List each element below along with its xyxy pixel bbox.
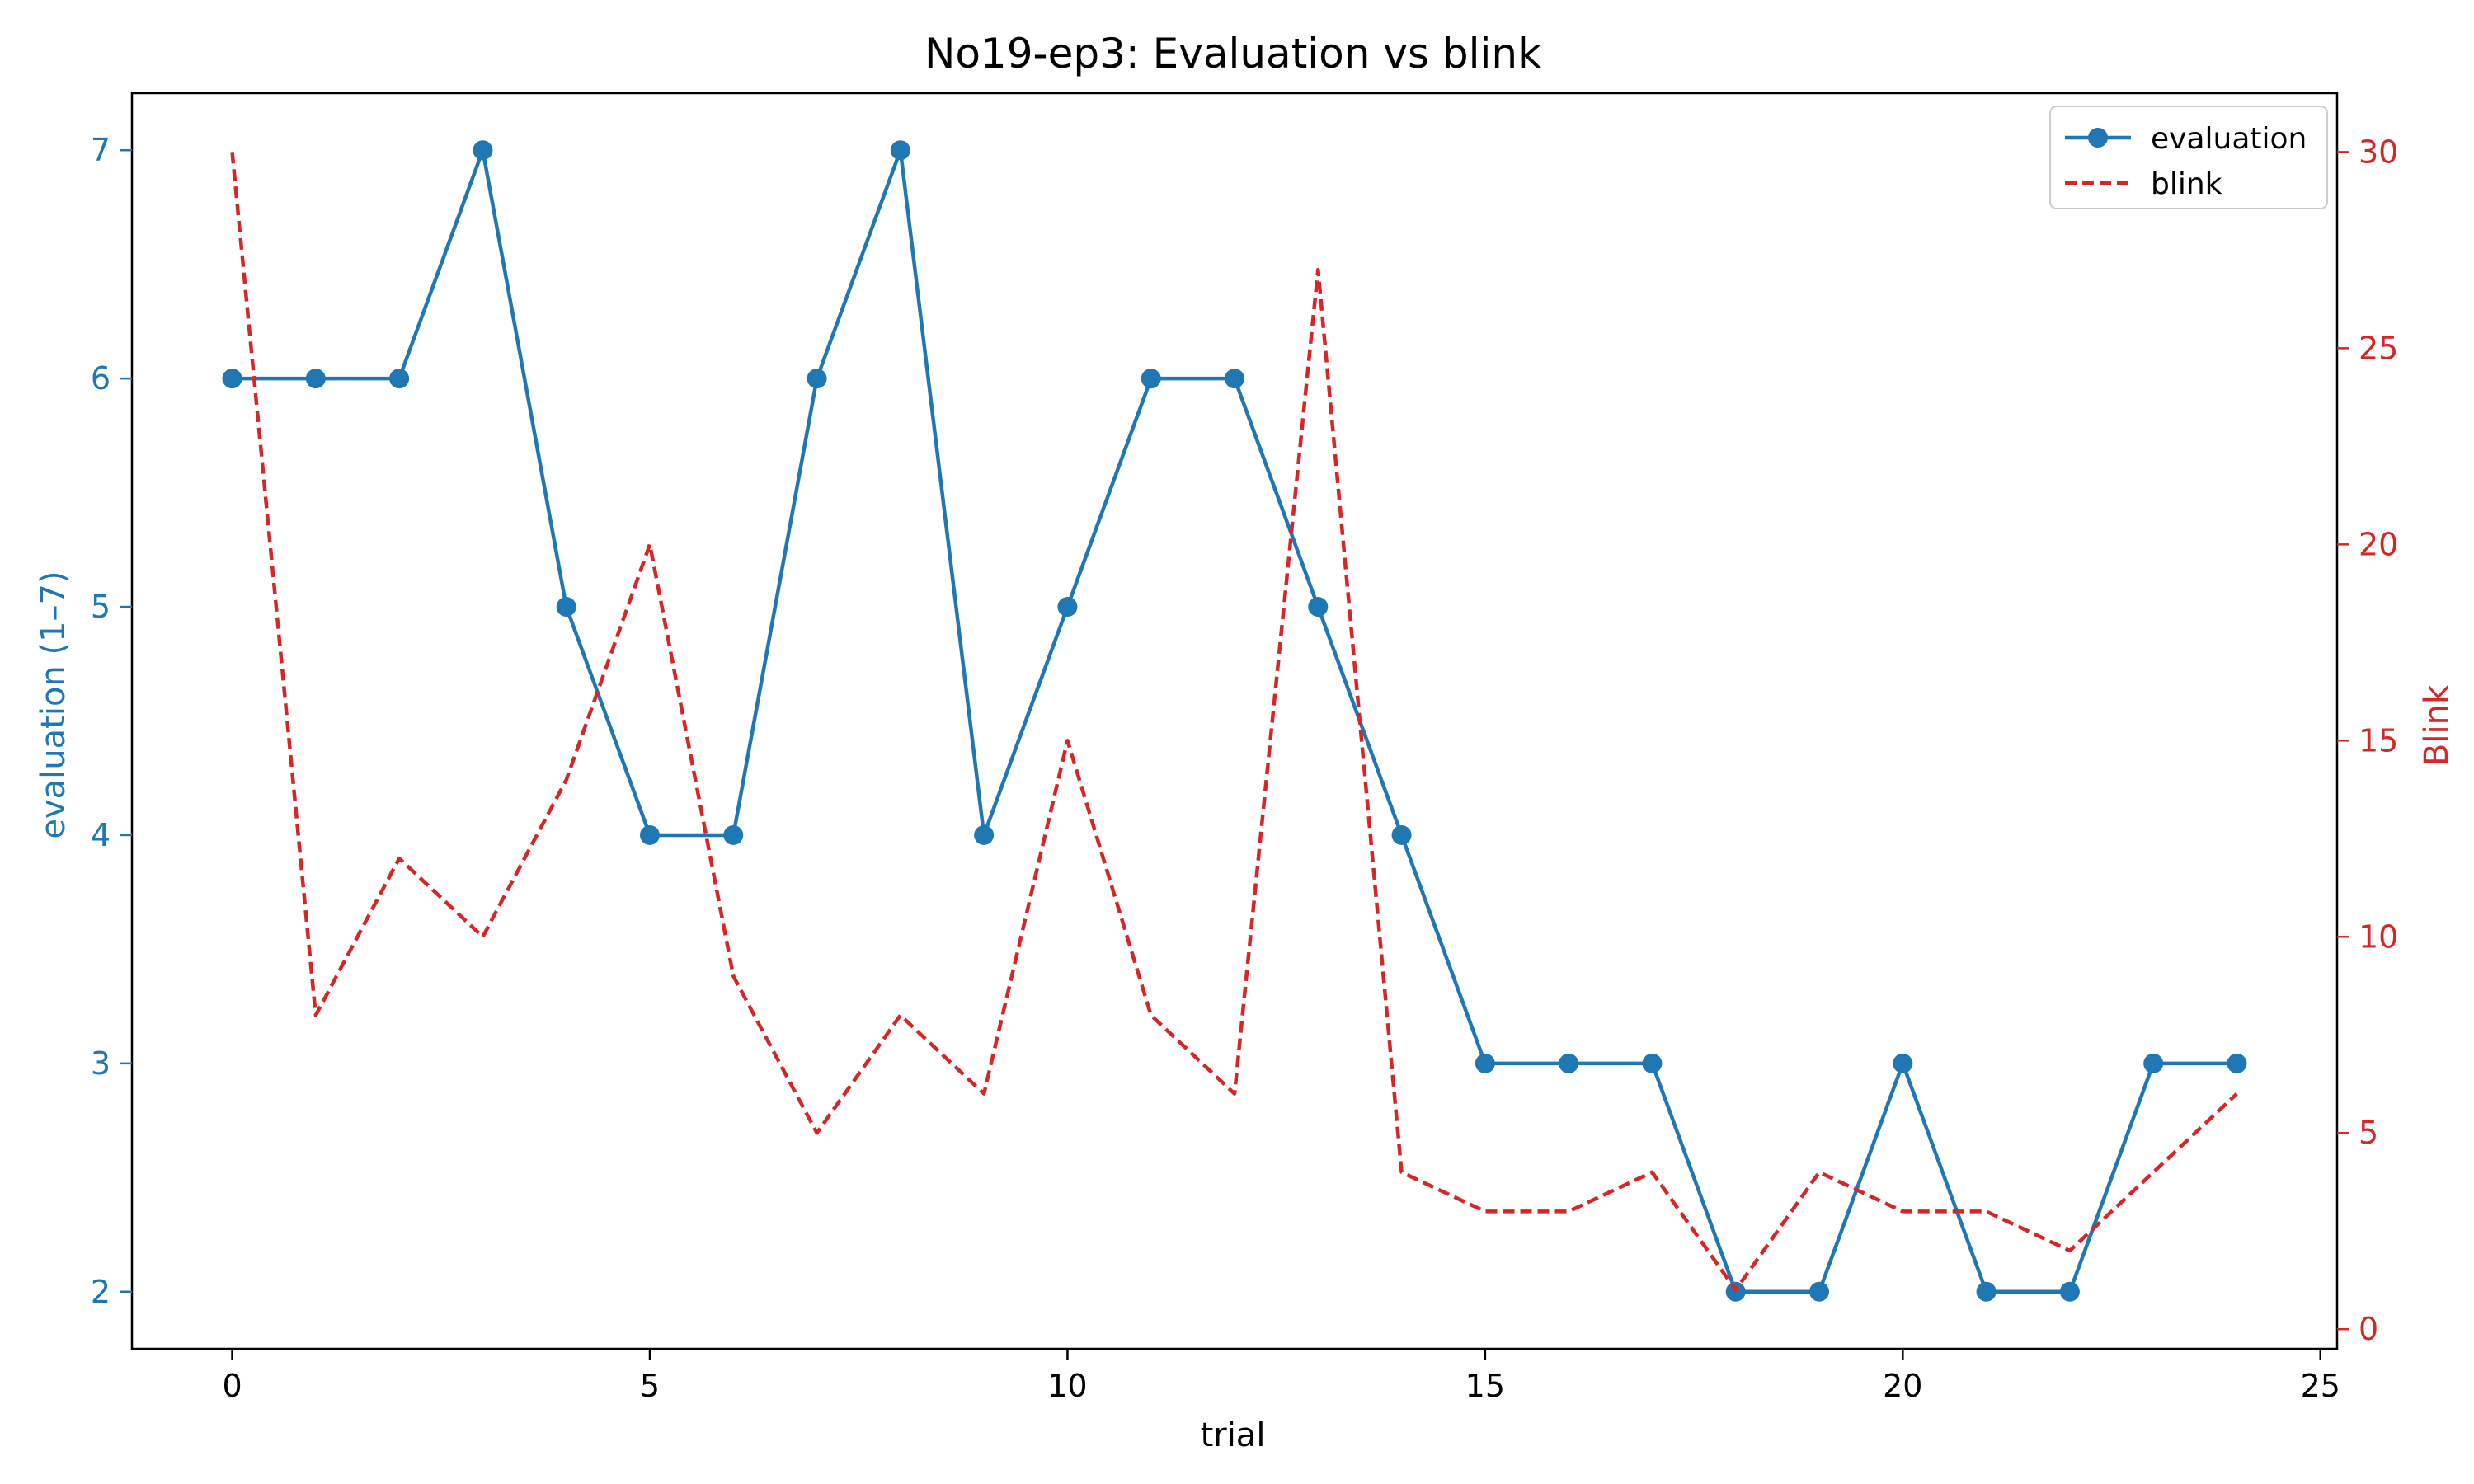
data-point-evaluation: [473, 140, 493, 161]
y-axis-right-label: Blink: [2418, 684, 2456, 766]
data-point-evaluation: [1893, 1053, 1913, 1073]
y-axis-left-label: evaluation (1–7): [35, 571, 73, 838]
x-tick-label: 25: [2301, 1368, 2340, 1404]
x-tick-label: 0: [222, 1368, 242, 1404]
x-axis-label: trial: [1201, 1416, 1266, 1454]
y-left-tick-label: 2: [91, 1274, 111, 1310]
y-left-tick-label: 6: [91, 360, 111, 397]
data-point-evaluation: [222, 369, 242, 389]
x-tick-label: 20: [1883, 1368, 1922, 1404]
plot-frame: [130, 92, 2339, 1350]
data-point-evaluation: [1141, 369, 1161, 389]
y-right-tick-label: 20: [2359, 526, 2398, 562]
data-point-evaluation: [1559, 1053, 1579, 1073]
data-point-evaluation: [2227, 1053, 2247, 1073]
data-point-evaluation: [1391, 824, 1412, 845]
data-point-evaluation: [1642, 1053, 1663, 1073]
data-point-evaluation: [2059, 1281, 2080, 1302]
data-point-evaluation: [556, 597, 576, 618]
data-point-evaluation: [890, 140, 910, 161]
series-line-blink: [230, 152, 2238, 1292]
data-point-evaluation: [723, 824, 744, 845]
data-point-evaluation: [1308, 597, 1329, 618]
legend-label-blink: blink: [2151, 167, 2222, 201]
legend-label-evaluation: evaluation: [2151, 122, 2307, 156]
chart-title: No19-ep3: Evaluation vs blink: [924, 30, 1541, 77]
legend: evaluation blink: [2049, 106, 2328, 209]
x-tick-label: 5: [640, 1368, 660, 1404]
y-right-tick-label: 15: [2359, 722, 2398, 758]
x-tick-label: 10: [1047, 1368, 1087, 1404]
y-left-tick-label: 5: [91, 589, 111, 625]
data-point-evaluation: [1809, 1281, 1830, 1302]
y-left-tick-label: 4: [91, 817, 111, 853]
data-point-evaluation: [1475, 1053, 1495, 1073]
y-right-tick-label: 30: [2359, 134, 2398, 170]
y-right-tick-label: 5: [2359, 1115, 2378, 1151]
data-point-evaluation: [1225, 369, 1244, 389]
y-right-tick-label: 10: [2359, 918, 2398, 955]
data-point-evaluation: [1976, 1281, 1997, 1302]
data-point-evaluation: [974, 824, 995, 845]
x-tick-label: 15: [1465, 1368, 1505, 1404]
y-left-tick-label: 7: [91, 132, 111, 168]
legend-marker-evaluation: [2088, 128, 2108, 148]
data-point-evaluation: [807, 369, 827, 389]
data-point-evaluation: [639, 824, 660, 845]
data-point-evaluation: [305, 369, 326, 389]
data-point-evaluation: [2143, 1053, 2164, 1073]
data-point-evaluation: [389, 369, 410, 389]
y-right-tick-label: 0: [2359, 1311, 2378, 1347]
y-left-tick-label: 3: [91, 1045, 111, 1082]
data-point-evaluation: [1057, 597, 1078, 618]
y-right-tick-label: 25: [2359, 330, 2398, 366]
